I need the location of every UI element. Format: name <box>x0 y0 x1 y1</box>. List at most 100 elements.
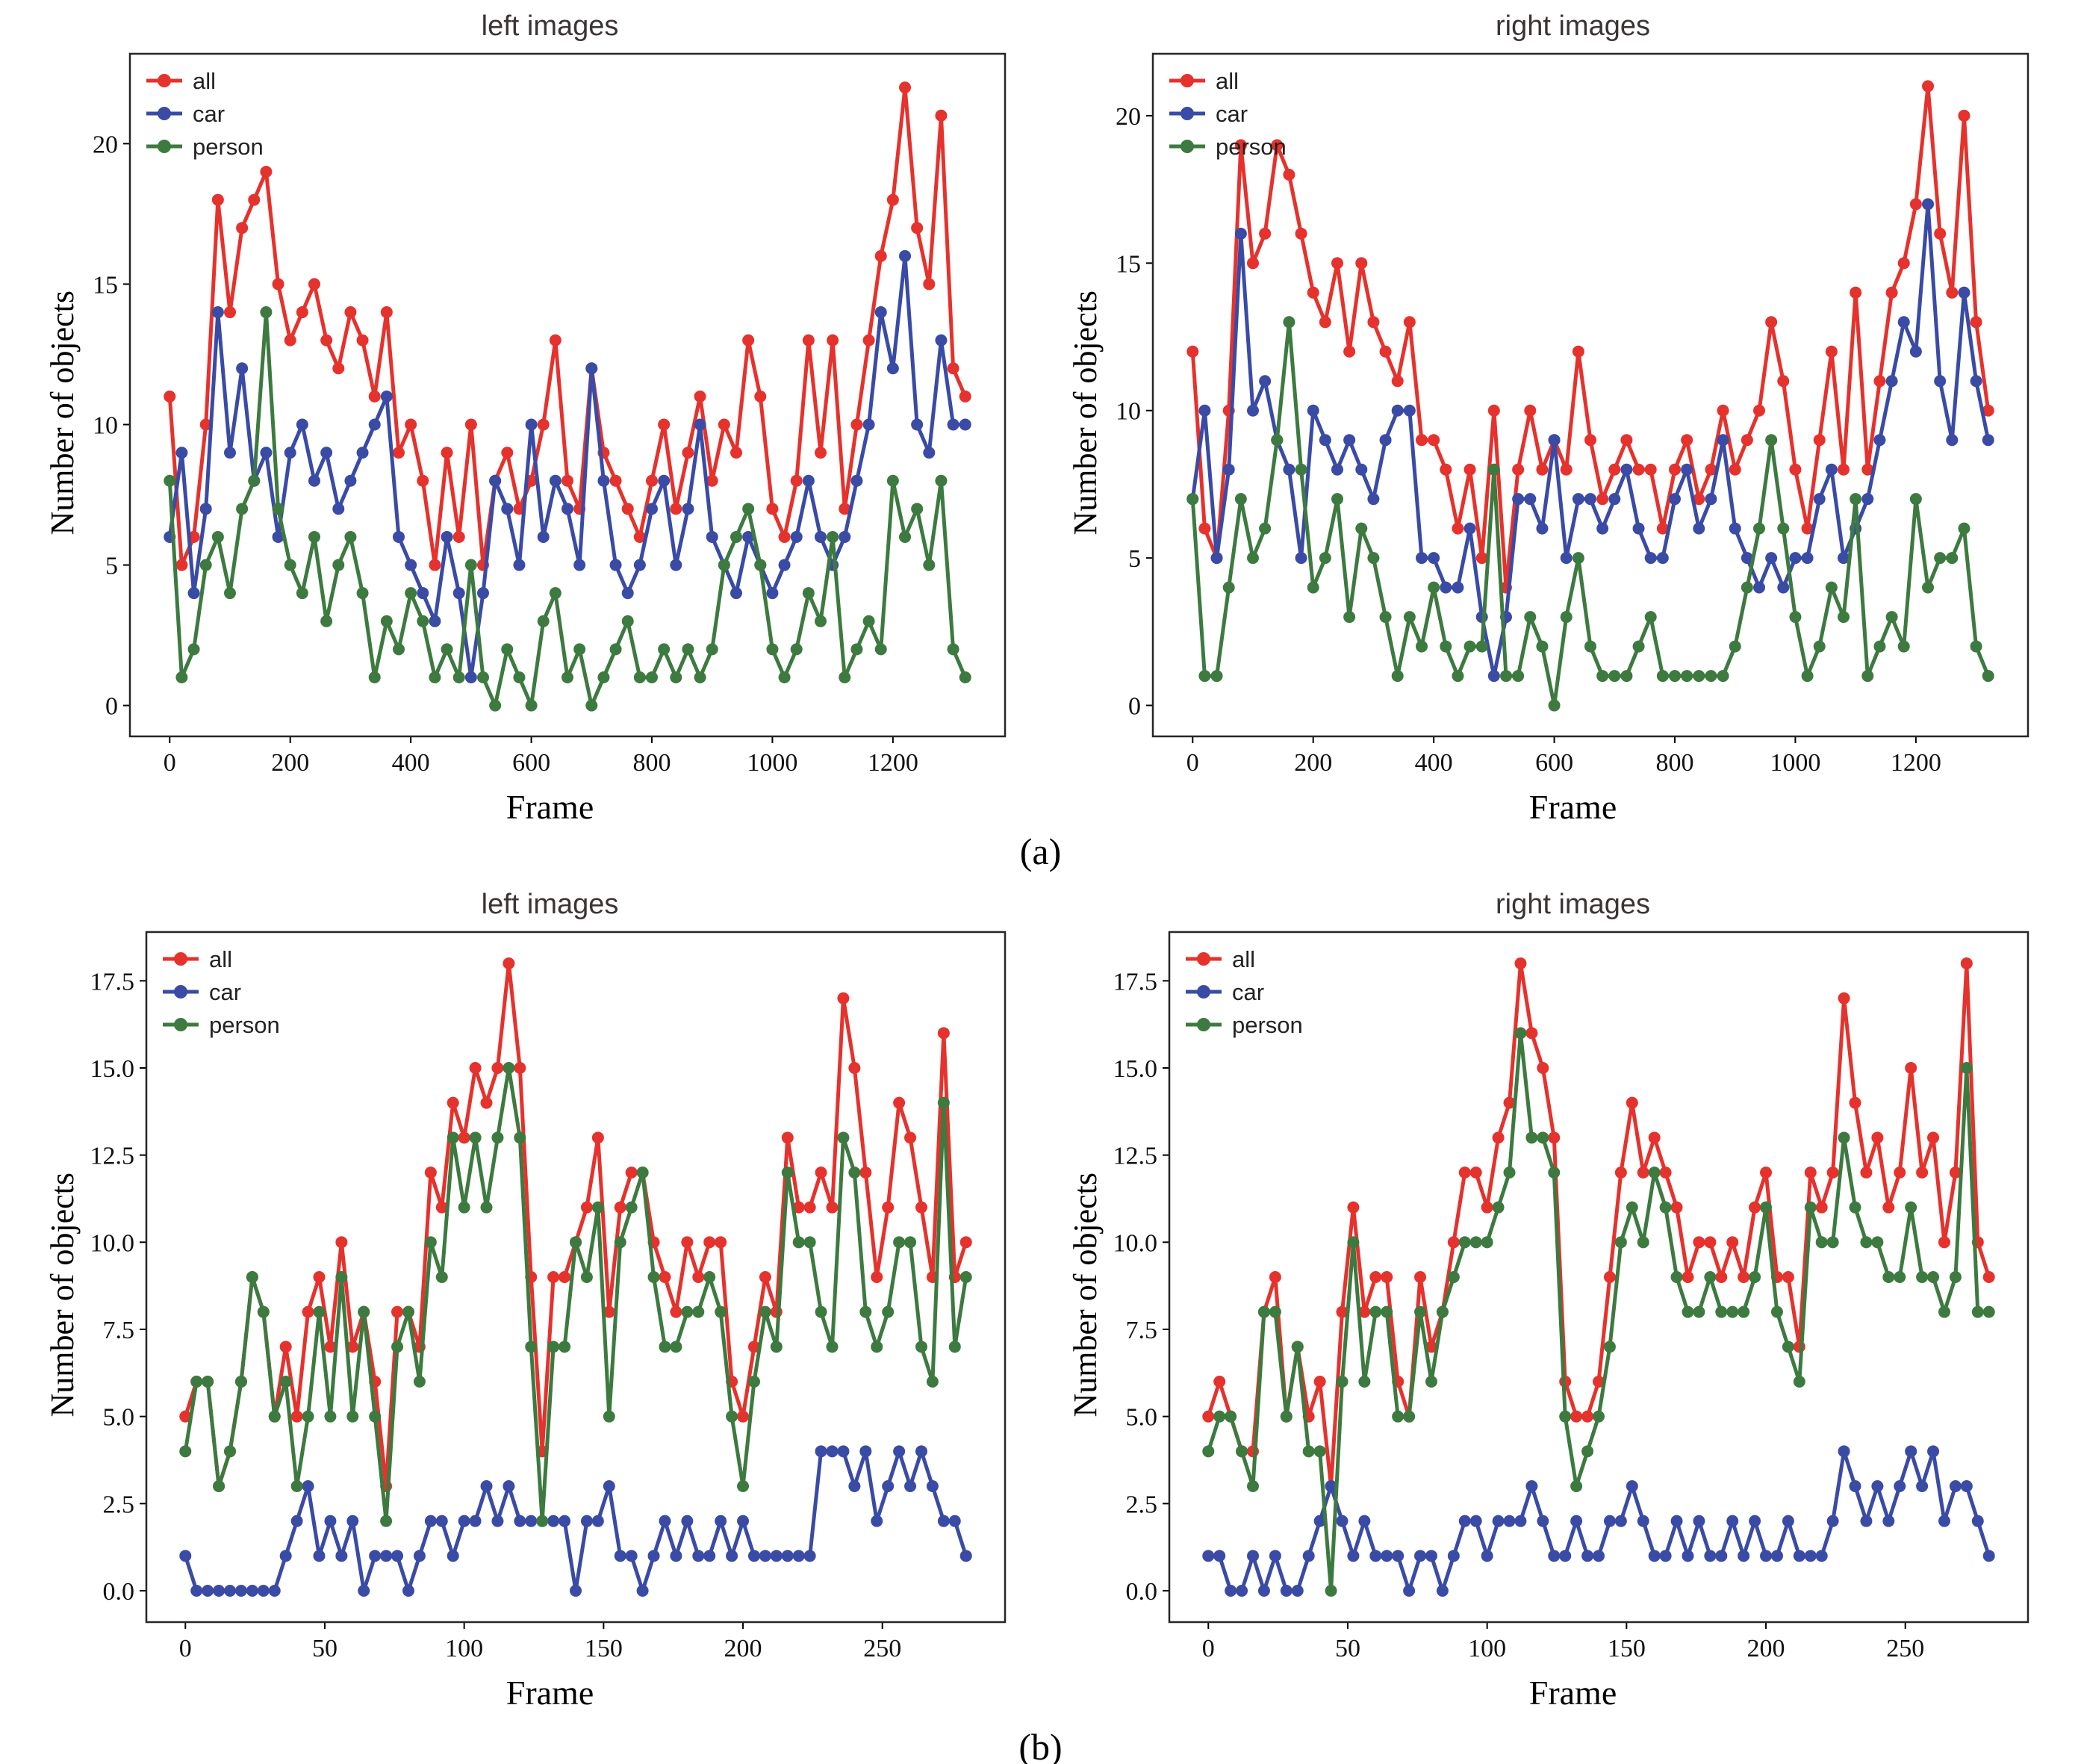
marker-person <box>669 1341 682 1353</box>
marker-all <box>391 1305 403 1318</box>
legend-marker-person <box>1196 1018 1210 1031</box>
marker-car <box>223 1585 236 1597</box>
marker-all <box>1295 227 1307 240</box>
marker-car <box>1213 1550 1225 1562</box>
marker-car <box>558 1515 570 1527</box>
y-axis-label: Number of objects <box>44 291 81 535</box>
marker-all <box>747 1341 760 1353</box>
marker-car <box>1222 463 1235 476</box>
marker-car <box>368 1550 381 1562</box>
marker-all <box>458 1131 470 1144</box>
y-tick-label: 15 <box>1116 250 1141 278</box>
marker-car <box>669 559 682 571</box>
chart-title: left images <box>481 10 619 42</box>
marker-car <box>547 1515 559 1527</box>
marker-all <box>1511 463 1524 476</box>
marker-car <box>1331 463 1343 476</box>
marker-all <box>1737 1271 1749 1283</box>
marker-person <box>1335 1376 1348 1388</box>
marker-all <box>937 1027 950 1040</box>
panel-top-left: left images Number of objects 0 200 400 600… <box>42 6 1017 829</box>
x-tick-label: 1000 <box>747 749 797 777</box>
marker-car <box>524 1515 537 1527</box>
panel-top-right: right images Number of objects 0 200 400 60… <box>1065 6 2040 829</box>
marker-all <box>1870 1131 1883 1144</box>
marker-all <box>892 1096 905 1109</box>
marker-car <box>959 1550 972 1562</box>
marker-person <box>1764 434 1777 447</box>
marker-person <box>1813 640 1826 653</box>
marker-person <box>1291 1341 1304 1353</box>
marker-all <box>1246 257 1259 270</box>
marker-car <box>1313 1515 1326 1527</box>
y-tick-label: 5 <box>105 553 118 580</box>
legend-label-all: all <box>1216 68 1239 94</box>
marker-all <box>452 530 465 543</box>
marker-car <box>1909 345 1922 358</box>
y-tick-label: 10.0 <box>1113 1229 1157 1257</box>
marker-person <box>778 671 791 684</box>
marker-person <box>1369 1305 1381 1318</box>
marker-car <box>1873 434 1885 447</box>
marker-person <box>937 1096 950 1109</box>
marker-person <box>1280 1410 1293 1423</box>
y-tick-label: 12.5 <box>90 1143 134 1170</box>
marker-car <box>1714 1550 1727 1562</box>
marker-all <box>959 1236 972 1249</box>
marker-all <box>1525 1027 1537 1040</box>
marker-car <box>441 530 453 543</box>
marker-car <box>175 447 187 459</box>
marker-all <box>464 418 477 431</box>
marker-all <box>1945 286 1958 299</box>
marker-person <box>1269 1305 1281 1318</box>
marker-all <box>730 447 742 459</box>
marker-person <box>790 643 803 656</box>
marker-person <box>1904 1201 1917 1214</box>
marker-person <box>1415 640 1428 653</box>
marker-person <box>838 671 850 684</box>
marker-person <box>234 1376 247 1388</box>
marker-person <box>597 671 609 684</box>
marker-car <box>211 306 224 319</box>
marker-car <box>1759 1550 1772 1562</box>
marker-person <box>1776 522 1789 535</box>
legend-label-car: car <box>1216 101 1248 127</box>
marker-car <box>1335 1515 1348 1527</box>
marker-person <box>1957 522 1970 535</box>
marker-all <box>1572 345 1584 358</box>
marker-car <box>603 1480 615 1492</box>
marker-all <box>1581 1410 1593 1423</box>
marker-all <box>1692 493 1705 506</box>
marker-all <box>580 1201 593 1214</box>
marker-person <box>585 699 597 712</box>
legend-label-person: person <box>193 134 264 160</box>
marker-person <box>1726 1305 1738 1318</box>
marker-all <box>1451 522 1463 535</box>
marker-car <box>312 1550 325 1562</box>
marker-all <box>1379 345 1392 358</box>
marker-car <box>1224 1585 1237 1597</box>
marker-car <box>647 1550 660 1562</box>
marker-all <box>1873 375 1885 388</box>
marker-person <box>1282 316 1295 329</box>
marker-person <box>1909 493 1922 506</box>
marker-person <box>934 474 947 487</box>
marker-car <box>1246 404 1259 417</box>
marker-car <box>1681 1550 1693 1562</box>
marker-car <box>335 1550 347 1562</box>
chart-canvas-bottom-left: 0 50 100 150 200 250 0.0 2.5 5.0 7.5 10.0 12.5 15.0 1… <box>90 931 1006 1662</box>
marker-car <box>694 418 706 431</box>
marker-car <box>815 1445 827 1458</box>
marker-person <box>680 1305 693 1318</box>
marker-person <box>1838 1131 1850 1144</box>
y-tick-label: 17.5 <box>90 968 134 996</box>
y-tick-label: 5.0 <box>102 1404 134 1432</box>
marker-person <box>1325 1585 1337 1597</box>
marker-person <box>428 671 441 684</box>
marker-person <box>257 1305 270 1318</box>
marker-car <box>1535 522 1548 535</box>
marker-all <box>903 1131 916 1144</box>
marker-car <box>1282 463 1295 476</box>
axes-border <box>1168 931 2029 1624</box>
marker-all <box>1201 1410 1214 1423</box>
